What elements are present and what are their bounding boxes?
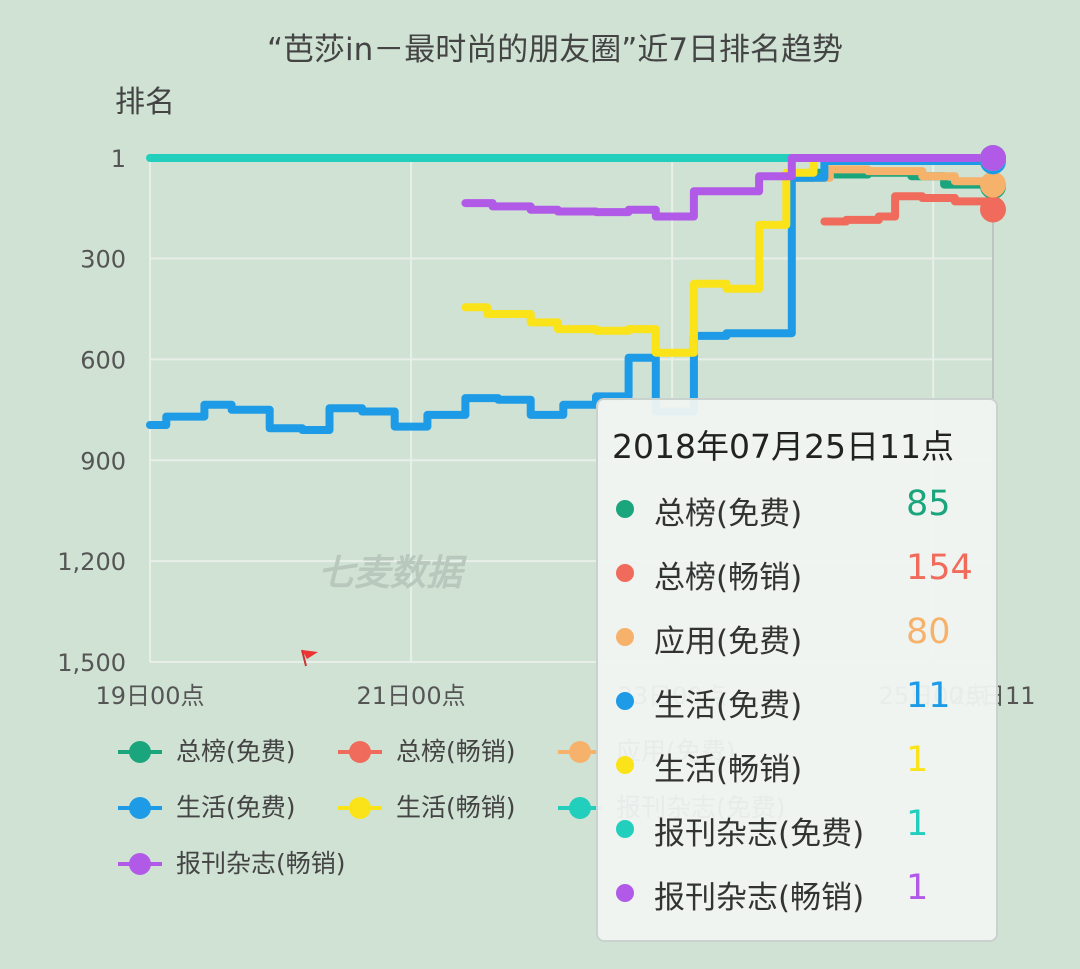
legend-marker	[349, 741, 371, 763]
tooltip-value: 154	[906, 548, 973, 588]
tooltip-row: 报刊杂志(免费) 1	[598, 798, 996, 862]
tooltip-row: 总榜(畅销) 154	[598, 542, 996, 606]
tooltip-row: 应用(免费) 80	[598, 606, 996, 670]
y-tick-label: 1	[111, 145, 126, 173]
series-marker-2[interactable]	[980, 196, 1006, 223]
tooltip-dot	[616, 628, 634, 646]
y-tick-label: 600	[80, 346, 126, 374]
tooltip-label: 应用(免费)	[654, 624, 803, 660]
tooltip-label: 报刊杂志(免费)	[654, 816, 865, 852]
legend: 总榜(免费)总榜(畅销)应用(免费)生活(免费)生活(畅销)报刊杂志(免费)报刊…	[118, 737, 786, 878]
tooltip-label: 报刊杂志(畅销)	[654, 880, 865, 916]
legend-label: 报刊杂志(畅销)	[176, 849, 346, 878]
series-line-4[interactable]	[146, 157, 997, 434]
legend-item-5[interactable]: 生活(畅销)	[338, 793, 516, 822]
tooltip-dot	[616, 500, 634, 518]
tooltip-label: 总榜(畅销)	[654, 560, 803, 596]
tooltip-value: 11	[906, 676, 951, 716]
legend-item-7[interactable]: 报刊杂志(畅销)	[118, 849, 346, 878]
legend-marker	[349, 797, 371, 819]
series-line-7[interactable]	[461, 154, 997, 221]
series-marker-7[interactable]	[980, 145, 1006, 171]
tooltip-row: 生活(畅销) 1	[598, 734, 996, 798]
tooltip-value: 1	[906, 804, 929, 844]
y-tick-label: 300	[80, 246, 126, 274]
legend-marker	[129, 797, 151, 819]
tooltip-row: 报刊杂志(畅销) 1	[598, 862, 996, 926]
tooltip-row: 生活(免费) 11	[598, 670, 996, 734]
flag-icon[interactable]	[301, 649, 318, 667]
legend-item-1[interactable]: 总榜(免费)	[118, 737, 296, 766]
tooltip-value: 1	[906, 868, 929, 908]
y-axis-label: 排名	[115, 85, 175, 120]
legend-marker	[569, 741, 591, 763]
legend-label: 总榜(畅销)	[396, 737, 516, 766]
watermark: 七麦数据	[318, 553, 468, 594]
tooltip-label: 生活(畅销)	[654, 752, 803, 788]
tooltip-label: 生活(免费)	[654, 688, 803, 724]
tooltip-value: 85	[906, 484, 951, 524]
tooltip-title: 2018年07月25日11点	[612, 427, 954, 466]
series-line-5[interactable]	[461, 154, 997, 357]
y-tick-label: 900	[80, 447, 126, 475]
tooltip-value: 1	[906, 740, 929, 780]
tooltip-dot	[616, 884, 634, 902]
tooltip-label: 总榜(免费)	[654, 496, 803, 532]
series-marker-3[interactable]	[980, 171, 1006, 198]
x-tick-label: 19日00点	[95, 682, 204, 710]
legend-label: 总榜(免费)	[176, 737, 296, 766]
x-tick-label: 21日00点	[357, 682, 466, 710]
legend-marker	[569, 797, 591, 819]
legend-label: 生活(免费)	[176, 793, 296, 822]
tooltip: 2018年07月25日11点 总榜(免费) 85 总榜(畅销) 154 应用(免费) 80…	[596, 398, 998, 942]
legend-item-4[interactable]: 生活(免费)	[118, 793, 296, 822]
series-line-2[interactable]	[820, 192, 997, 226]
tooltip-dot	[616, 756, 634, 774]
tooltip-dot	[616, 692, 634, 710]
tooltip-dot	[616, 564, 634, 582]
tooltip-dot	[616, 820, 634, 838]
tooltip-value: 80	[906, 612, 951, 652]
legend-marker	[129, 853, 151, 875]
series-line-3[interactable]	[787, 165, 997, 189]
y-tick-label: 1,500	[57, 649, 126, 677]
tooltip-row: 总榜(免费) 85	[598, 478, 996, 542]
legend-label: 生活(畅销)	[396, 793, 516, 822]
legend-marker	[129, 741, 151, 763]
legend-item-2[interactable]: 总榜(畅销)	[338, 737, 516, 766]
series-layer	[146, 145, 1006, 662]
y-tick-label: 1,200	[57, 548, 126, 576]
chart-title: “芭莎in－最时尚的朋友圈”近7日排名趋势	[267, 32, 843, 68]
